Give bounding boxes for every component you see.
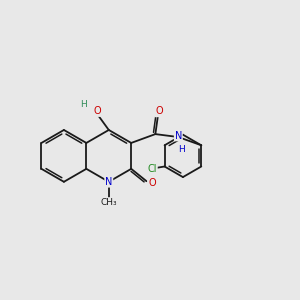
Text: O: O (93, 106, 101, 116)
Text: CH₃: CH₃ (100, 198, 117, 207)
Text: H: H (80, 100, 86, 109)
Text: N: N (105, 177, 112, 187)
Text: O: O (148, 178, 156, 188)
Text: Cl: Cl (148, 164, 157, 174)
Text: O: O (155, 106, 163, 116)
Text: N: N (175, 130, 182, 141)
Text: H: H (178, 145, 184, 154)
